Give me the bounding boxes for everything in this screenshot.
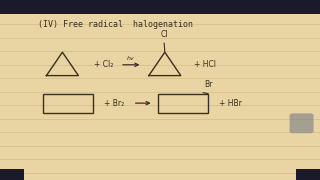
Bar bbox=[43, 94, 93, 112]
Text: + Cl₂: + Cl₂ bbox=[94, 60, 114, 69]
Text: (IV) Free radical  halogenation: (IV) Free radical halogenation bbox=[38, 20, 193, 29]
Text: + HBr: + HBr bbox=[219, 99, 241, 108]
Text: + HCl: + HCl bbox=[194, 60, 216, 69]
Text: hv: hv bbox=[127, 56, 134, 61]
FancyBboxPatch shape bbox=[290, 113, 314, 133]
Bar bbox=[296, 169, 320, 180]
Text: Cl: Cl bbox=[160, 30, 168, 39]
Bar bbox=[158, 94, 208, 112]
Text: + Br₂: + Br₂ bbox=[104, 99, 124, 108]
Bar bbox=[0, 169, 24, 180]
Text: Br: Br bbox=[204, 80, 212, 89]
Bar bbox=[0, 0, 320, 14]
